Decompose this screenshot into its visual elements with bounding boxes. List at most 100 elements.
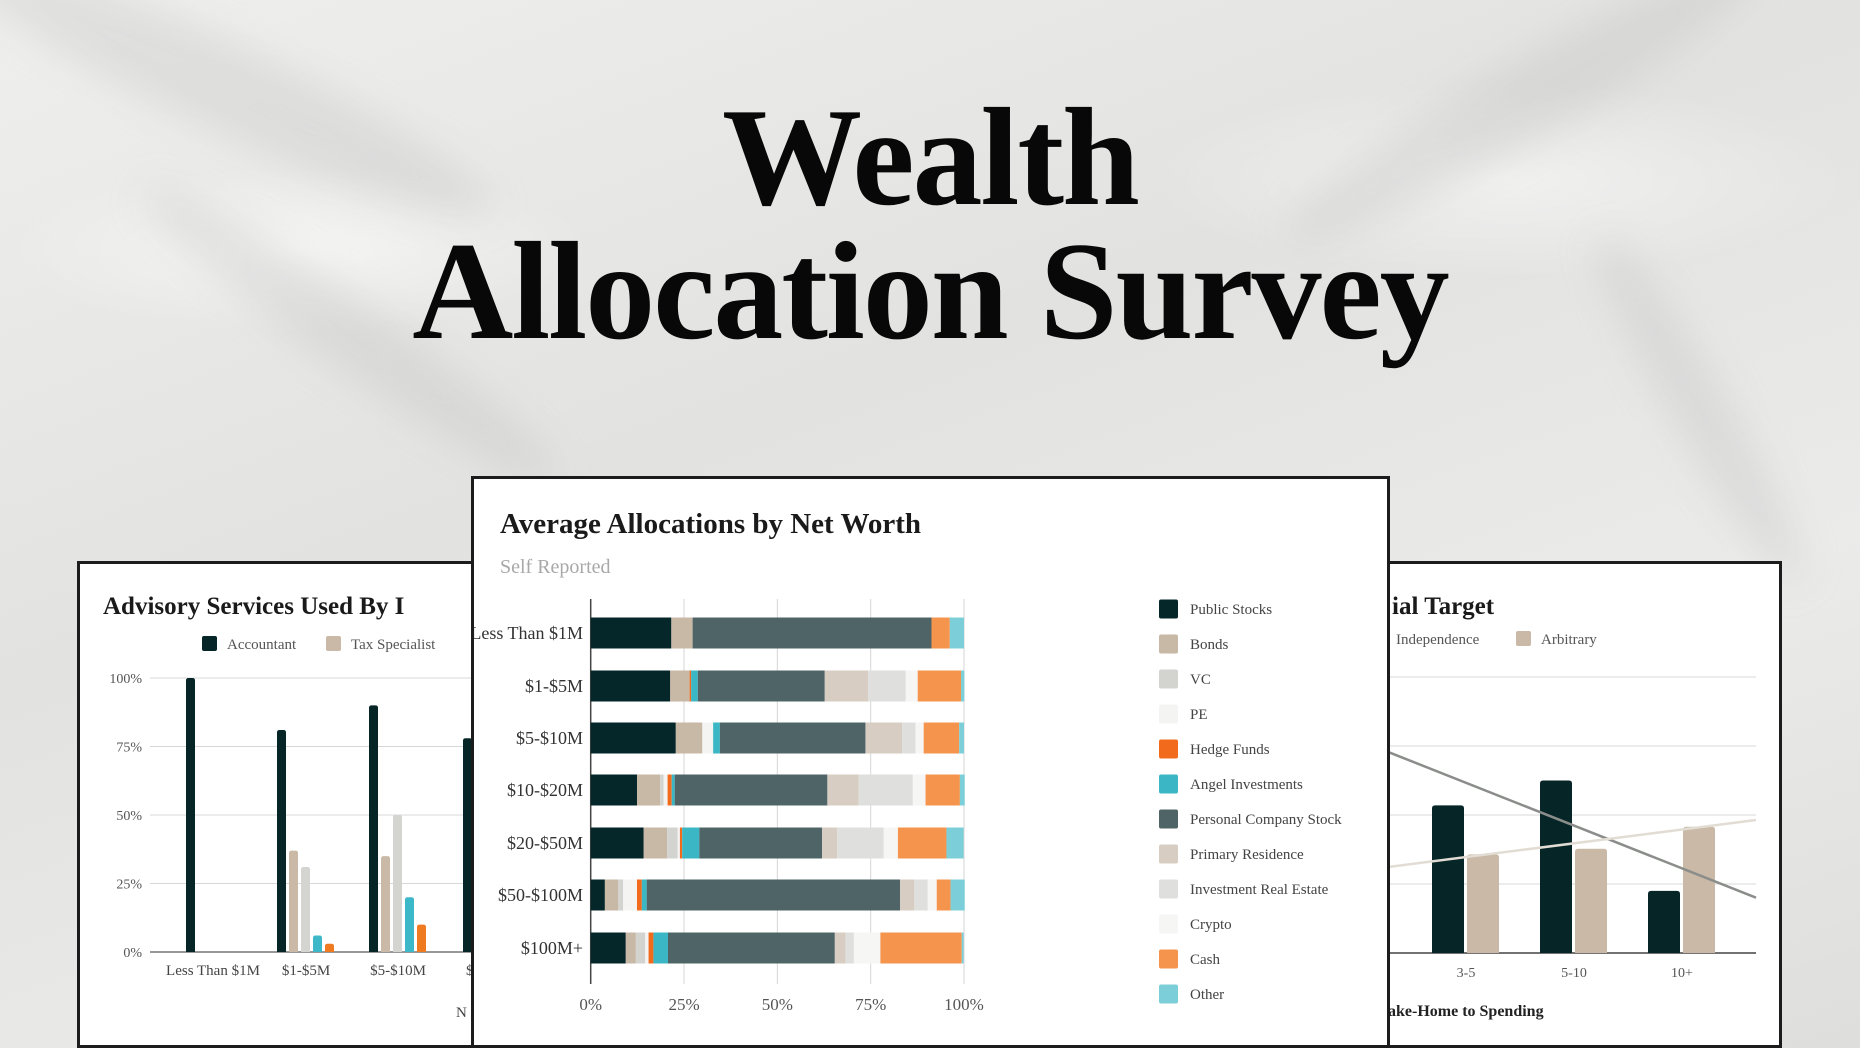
- x-tick-label: $5-$10M: [370, 963, 426, 979]
- bar-segment: [959, 774, 965, 806]
- bar-segment: [950, 879, 965, 911]
- bar-segment: [645, 932, 649, 964]
- bar-segment: [931, 617, 950, 649]
- legend-swatch: [1159, 669, 1178, 689]
- legend-label: VC: [1190, 672, 1211, 688]
- bar-segment: [653, 932, 668, 964]
- bar-segment: [623, 879, 637, 911]
- legend-swatch: [202, 636, 217, 651]
- bar-segment: [949, 617, 964, 649]
- bar-segment: [822, 827, 838, 859]
- x-tick-label: 3-5: [1457, 966, 1476, 981]
- bar: [417, 924, 426, 952]
- legend-label: Primary Residence: [1190, 847, 1304, 863]
- legend-label: Other: [1190, 987, 1224, 1003]
- page-title-line2: Allocation Survey: [412, 214, 1449, 369]
- legend-swatch: [1159, 984, 1178, 1004]
- bar-segment: [667, 932, 835, 964]
- bar-segment: [868, 670, 906, 702]
- bar: [186, 678, 195, 952]
- legend-swatch: [1159, 879, 1178, 899]
- bar-segment: [827, 774, 859, 806]
- bar-segment: [625, 932, 636, 964]
- legend-label: Independence: [1396, 632, 1480, 648]
- allocations-chart: Average Allocations by Net Worth Self Rep…: [474, 508, 1342, 1014]
- bar-segment: [961, 670, 965, 702]
- bar-segment: [853, 932, 881, 964]
- bar-segment: [925, 774, 960, 806]
- y-tick-label: $1-$5M: [525, 676, 583, 696]
- bar: [1432, 805, 1464, 953]
- y-tick-label: $20-$50M: [507, 833, 583, 853]
- legend-label: Cash: [1190, 952, 1221, 968]
- bar-segment: [883, 827, 898, 859]
- bar-segment: [917, 670, 962, 702]
- bar: [301, 867, 310, 952]
- bar-segment: [590, 617, 672, 649]
- bar: [393, 815, 402, 952]
- chart-title: Advisory Services Used By I: [103, 593, 404, 620]
- bar-segment: [590, 722, 676, 754]
- bar: [1683, 826, 1715, 953]
- bar-segment: [961, 932, 964, 964]
- chart-title: ial Target: [1392, 593, 1495, 620]
- bar-segment: [914, 879, 928, 911]
- legend-label: Tax Specialist: [351, 637, 436, 653]
- y-tick-label: $10-$20M: [507, 780, 583, 800]
- chart-title: Average Allocations by Net Worth: [500, 508, 921, 540]
- bar-segment: [900, 879, 915, 911]
- bar-segment: [646, 879, 901, 911]
- bar-segment: [643, 827, 668, 859]
- bar-segment: [667, 827, 678, 859]
- bar-segment: [590, 774, 637, 806]
- bar-segment: [865, 722, 903, 754]
- bar-segment: [660, 774, 664, 806]
- bar-segment: [677, 827, 680, 859]
- legend-swatch: [1159, 599, 1178, 619]
- bar-segment: [590, 879, 605, 911]
- legend-swatch: [1159, 704, 1178, 724]
- bar-segment: [682, 827, 700, 859]
- bar-segment: [915, 722, 924, 754]
- legend-swatch: [1159, 844, 1178, 864]
- legend-swatch: [1159, 809, 1178, 829]
- bar-segment: [590, 932, 626, 964]
- bar-segment: [719, 722, 866, 754]
- bar-segment: [902, 722, 916, 754]
- bar: [325, 943, 334, 952]
- bar-segment: [689, 670, 692, 702]
- bar: [313, 935, 322, 952]
- bar-segment: [636, 879, 642, 911]
- bar: [1575, 848, 1607, 953]
- y-tick-label: 75%: [116, 741, 142, 756]
- bar-segment: [845, 932, 854, 964]
- legend-label: Accountant: [227, 637, 297, 653]
- x-tick-label: 0%: [579, 995, 602, 1014]
- bar-segment: [641, 879, 647, 911]
- bar-segment: [671, 617, 693, 649]
- bar-segment: [671, 774, 675, 806]
- bar-segment: [692, 617, 932, 649]
- y-tick-label: $5-$10M: [516, 728, 583, 748]
- legend-label: Angel Investments: [1190, 777, 1303, 793]
- legend-swatch: [1159, 949, 1178, 969]
- bar: [369, 705, 378, 952]
- bar-segment: [648, 932, 654, 964]
- bar-segment: [880, 932, 962, 964]
- bar-segment: [858, 774, 913, 806]
- bar-segment: [699, 827, 823, 859]
- bar-segment: [604, 879, 619, 911]
- bar-segment: [674, 774, 828, 806]
- bar: [1648, 890, 1680, 953]
- x-tick-label: 100%: [944, 995, 984, 1014]
- bar-segment: [675, 722, 703, 754]
- bar-segment: [824, 670, 869, 702]
- bar-segment: [691, 670, 698, 702]
- bar: [289, 850, 298, 952]
- bar-segment: [713, 722, 720, 754]
- chart-subtitle: Self Reported: [500, 556, 611, 578]
- legend-swatch: [1159, 739, 1178, 759]
- legend-label: Investment Real Estate: [1190, 882, 1329, 898]
- legend-swatch: [1159, 634, 1178, 654]
- bar-segment: [590, 827, 644, 859]
